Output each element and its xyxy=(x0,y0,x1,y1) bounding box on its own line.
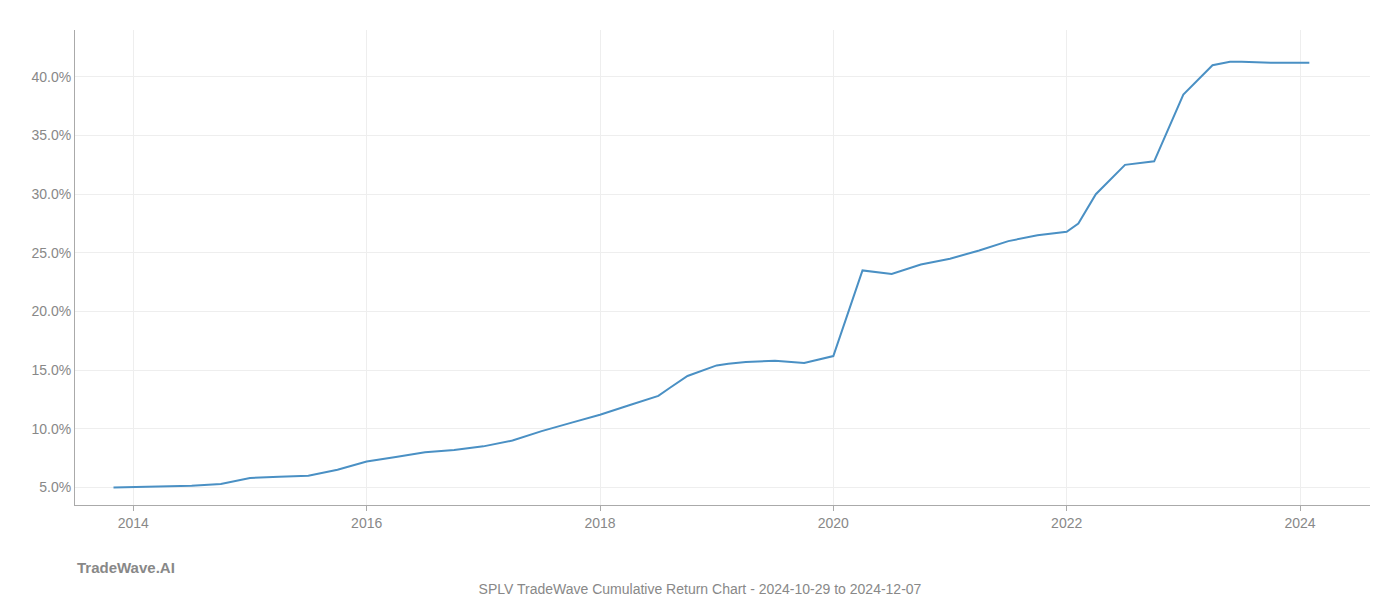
svg-text:35.0%: 35.0% xyxy=(31,127,71,143)
svg-text:2024: 2024 xyxy=(1284,515,1315,531)
svg-text:5.0%: 5.0% xyxy=(39,479,71,495)
svg-text:25.0%: 25.0% xyxy=(31,245,71,261)
svg-text:2016: 2016 xyxy=(351,515,382,531)
svg-text:20.0%: 20.0% xyxy=(31,303,71,319)
svg-text:15.0%: 15.0% xyxy=(31,362,71,378)
svg-text:TradeWave.AI: TradeWave.AI xyxy=(77,559,175,576)
svg-text:2014: 2014 xyxy=(118,515,149,531)
svg-text:30.0%: 30.0% xyxy=(31,186,71,202)
svg-text:SPLV TradeWave Cumulative Retu: SPLV TradeWave Cumulative Return Chart -… xyxy=(479,581,922,597)
svg-text:2020: 2020 xyxy=(818,515,849,531)
svg-text:2018: 2018 xyxy=(584,515,615,531)
svg-text:10.0%: 10.0% xyxy=(31,421,71,437)
svg-text:40.0%: 40.0% xyxy=(31,69,71,85)
svg-text:2022: 2022 xyxy=(1051,515,1082,531)
